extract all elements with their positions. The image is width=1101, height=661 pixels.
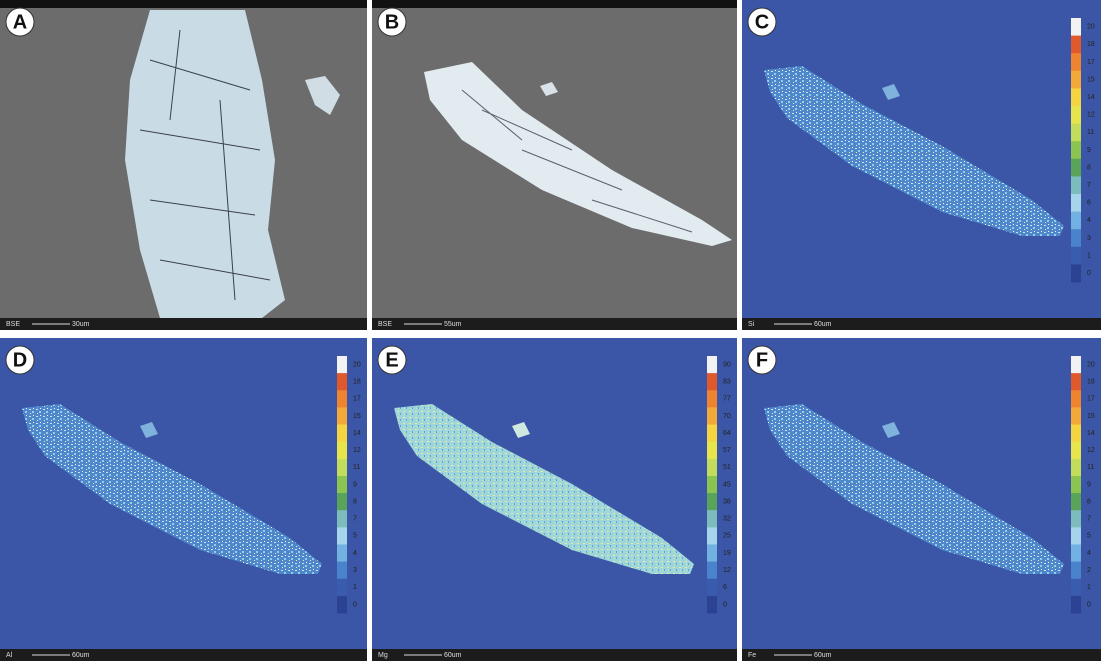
colorbar-segment (1071, 510, 1081, 528)
colorbar-segment (1071, 476, 1081, 494)
colorbar-segment (337, 596, 347, 614)
scale-label: 55um (444, 321, 462, 328)
colorbar-segment (337, 373, 347, 391)
colorbar-segment (707, 373, 717, 391)
colorbar-segment (1071, 390, 1081, 408)
colorbar-segment (707, 425, 717, 443)
top-border (0, 0, 367, 8)
detector-label: BSE (378, 321, 392, 328)
colorbar-segment (337, 510, 347, 528)
colorbar-segment (1071, 562, 1081, 580)
colorbar-segment (707, 544, 717, 562)
colorbar-segment (1071, 247, 1081, 265)
colorbar-segment (1071, 373, 1081, 391)
colorbar-segment (1071, 579, 1081, 597)
colorbar-segment (707, 459, 717, 477)
colorbar-segment (1071, 596, 1081, 614)
colorbar-segment (707, 442, 717, 460)
colorbar-segment (1071, 407, 1081, 425)
detector-label: Mg (378, 652, 388, 659)
colorbar-segment (337, 579, 347, 597)
colorbar-segment (337, 442, 347, 460)
top-border (372, 0, 737, 8)
colorbar-segment (1071, 159, 1081, 177)
scale-label: 60um (72, 652, 90, 659)
colorbar-segment (707, 356, 717, 374)
colorbar-segment (707, 510, 717, 528)
colorbar-segment (337, 562, 347, 580)
scale-label: 30um (72, 321, 90, 328)
panel-letter: C (755, 11, 769, 33)
colorbar-segment (707, 579, 717, 597)
colorbar-segment (707, 562, 717, 580)
colorbar-segment (337, 476, 347, 494)
colorbar-segment (337, 356, 347, 374)
scale-label: 60um (444, 652, 462, 659)
panel: 9083777064575145383225191260Mg60umE (372, 338, 737, 661)
colorbar-segment (1071, 18, 1081, 36)
colorbar-segment (1071, 264, 1081, 282)
colorbar-segment (1071, 459, 1081, 477)
colorbar-segment (1071, 544, 1081, 562)
panel: BSE 30um A (0, 0, 367, 330)
colorbar-segment (707, 476, 717, 494)
colorbar-segment (337, 493, 347, 511)
colorbar-segment (707, 407, 717, 425)
panel-letter: B (385, 11, 399, 33)
colorbar-segment (337, 425, 347, 443)
figure: BSE30umABSE55umB2018171514121198764310Si… (0, 0, 1101, 661)
colorbar-segment (1071, 36, 1081, 54)
colorbar-segment (707, 493, 717, 511)
colorbar-segment (1071, 88, 1081, 106)
panel-letter: D (13, 349, 27, 371)
colorbar-segment (1071, 71, 1081, 89)
detector-label: Fe (748, 652, 756, 659)
colorbar-segment (1071, 356, 1081, 374)
colorbar-segment (1071, 229, 1081, 247)
colorbar-segment (1071, 442, 1081, 460)
panel-letter: F (756, 349, 768, 371)
colorbar-segment (1071, 212, 1081, 230)
colorbar-segment (337, 459, 347, 477)
colorbar-segment (1071, 53, 1081, 71)
panel-letter: E (385, 349, 398, 371)
colorbar-segment (1071, 425, 1081, 443)
colorbar-segment (707, 390, 717, 408)
colorbar-segment (337, 390, 347, 408)
colorbar-segment (707, 527, 717, 545)
colorbar-segment (337, 544, 347, 562)
scale-label: 60um (814, 321, 832, 328)
panel-letter: A (13, 11, 27, 33)
detector-label: Al (6, 652, 13, 659)
detector-label: Si (748, 321, 755, 328)
panel: BSE 55um B (372, 0, 737, 330)
colorbar-segment (1071, 141, 1081, 159)
colorbar-segment (337, 527, 347, 545)
colorbar-segment (1071, 527, 1081, 545)
colorbar-segment (707, 596, 717, 614)
colorbar-segment (1071, 194, 1081, 212)
colorbar-segment (1071, 106, 1081, 124)
colorbar-segment (1071, 176, 1081, 194)
colorbar-segment (1071, 493, 1081, 511)
colorbar-segment (1071, 124, 1081, 142)
colorbar-segment (337, 407, 347, 425)
detector-label: BSE (6, 321, 20, 328)
scale-label: 60um (814, 652, 832, 659)
